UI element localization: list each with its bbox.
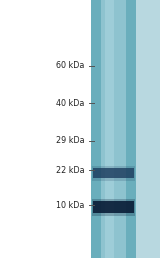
- Bar: [105, 0, 114, 258]
- Text: 22 kDa: 22 kDa: [56, 166, 85, 175]
- Bar: [0, 0, 91, 258]
- Bar: [93, 168, 134, 178]
- Text: 60 kDa: 60 kDa: [56, 61, 85, 70]
- Bar: [93, 201, 134, 213]
- Bar: [92, 166, 135, 181]
- Text: 29 kDa: 29 kDa: [56, 136, 85, 145]
- Text: 40 kDa: 40 kDa: [56, 99, 85, 108]
- Bar: [91, 0, 136, 258]
- Bar: [136, 0, 160, 258]
- Bar: [92, 199, 135, 216]
- Text: 10 kDa: 10 kDa: [56, 201, 85, 209]
- Bar: [101, 0, 126, 258]
